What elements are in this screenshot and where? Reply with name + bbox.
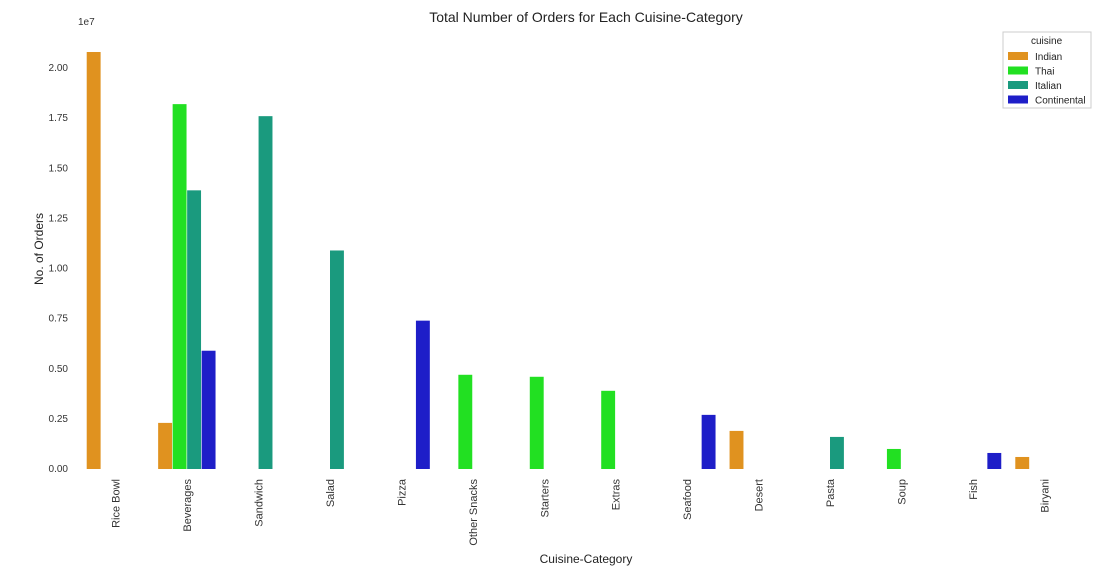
x-tick-label: Pasta	[825, 478, 837, 507]
bar-thai-extras	[601, 390, 616, 469]
bar-italian-pasta	[830, 436, 844, 469]
bar-thai-soup	[886, 448, 901, 469]
y-tick-label: 1.00	[49, 264, 69, 275]
y-tick-label: 0.50	[49, 364, 69, 375]
x-tick-label: Starters	[539, 479, 551, 518]
x-tick-label: Fish	[968, 479, 980, 500]
bar-italian-beverages	[187, 190, 202, 469]
x-tick-label: Desert	[754, 479, 766, 511]
bar-thai-starters	[529, 376, 544, 469]
x-tick-label: Beverages	[182, 479, 194, 532]
chart-title: Total Number of Orders for Each Cuisine-…	[429, 9, 743, 25]
bar-indian-rice-bowl	[86, 52, 101, 469]
y-tick-label: 1.50	[49, 163, 69, 174]
bar-continental-seafood	[701, 414, 716, 469]
legend: cuisine Indian Thai Italian Continental	[1002, 31, 1092, 109]
bar-continental-beverages	[201, 350, 216, 469]
x-tick-labels: Rice Bowl Beverages Sandwich Salad Pizza Othe…	[111, 478, 1052, 546]
legend-label-thai: Thai	[1035, 67, 1054, 78]
legend-items: Indian Thai Italian Continental	[1008, 52, 1086, 107]
x-tick-label: Sandwich	[254, 479, 266, 527]
legend-swatch-continental	[1008, 95, 1028, 104]
x-tick-label: Pizza	[396, 478, 408, 506]
y-tick-label: 0.25	[49, 414, 69, 425]
y-tick-label: 2.00	[49, 63, 69, 74]
x-tick-label: Soup	[896, 479, 908, 505]
bar-italian-salad	[330, 250, 344, 469]
legend-title: cuisine	[1031, 36, 1063, 47]
x-tick-label: Biryani	[1039, 479, 1051, 513]
legend-swatch-italian	[1008, 81, 1028, 89]
legend-swatch-indian	[1008, 52, 1028, 60]
legend-label-indian: Indian	[1035, 52, 1062, 63]
y-tick-label: 0.00	[49, 464, 69, 475]
y-tick-label: 0.75	[49, 314, 69, 325]
bar-continental-fish	[987, 452, 1002, 469]
legend-label-italian: Italian	[1035, 81, 1062, 92]
x-tick-label: Seafood	[682, 479, 694, 520]
y-offset-label: 1e7	[78, 17, 95, 28]
x-tick-label: Extras	[611, 479, 623, 511]
x-axis-title: Cuisine-Category	[540, 552, 633, 566]
bar-italian-sandwich	[258, 116, 273, 469]
y-axis-title: No. of Orders	[32, 213, 46, 285]
x-tick-label: Other Snacks	[468, 479, 480, 546]
y-tick-labels: 0.00 0.25 0.50 0.75 1.00 1.25 1.50 1.75 2.00	[49, 63, 69, 475]
bar-thai-other-snacks	[458, 374, 473, 469]
bar-indian-desert	[729, 430, 744, 469]
y-tick-label: 1.25	[49, 213, 69, 224]
legend-swatch-thai	[1008, 66, 1028, 75]
x-tick-label: Rice Bowl	[111, 479, 123, 528]
bar-indian-beverages	[158, 422, 173, 469]
y-tick-label: 1.75	[49, 113, 69, 124]
legend-label-continental: Continental	[1035, 96, 1086, 107]
bar-continental-pizza	[415, 320, 430, 469]
bar-thai-beverages	[172, 104, 187, 469]
x-tick-label: Salad	[325, 479, 337, 507]
bar-indian-biryani	[1015, 456, 1030, 469]
bars	[86, 52, 1030, 469]
